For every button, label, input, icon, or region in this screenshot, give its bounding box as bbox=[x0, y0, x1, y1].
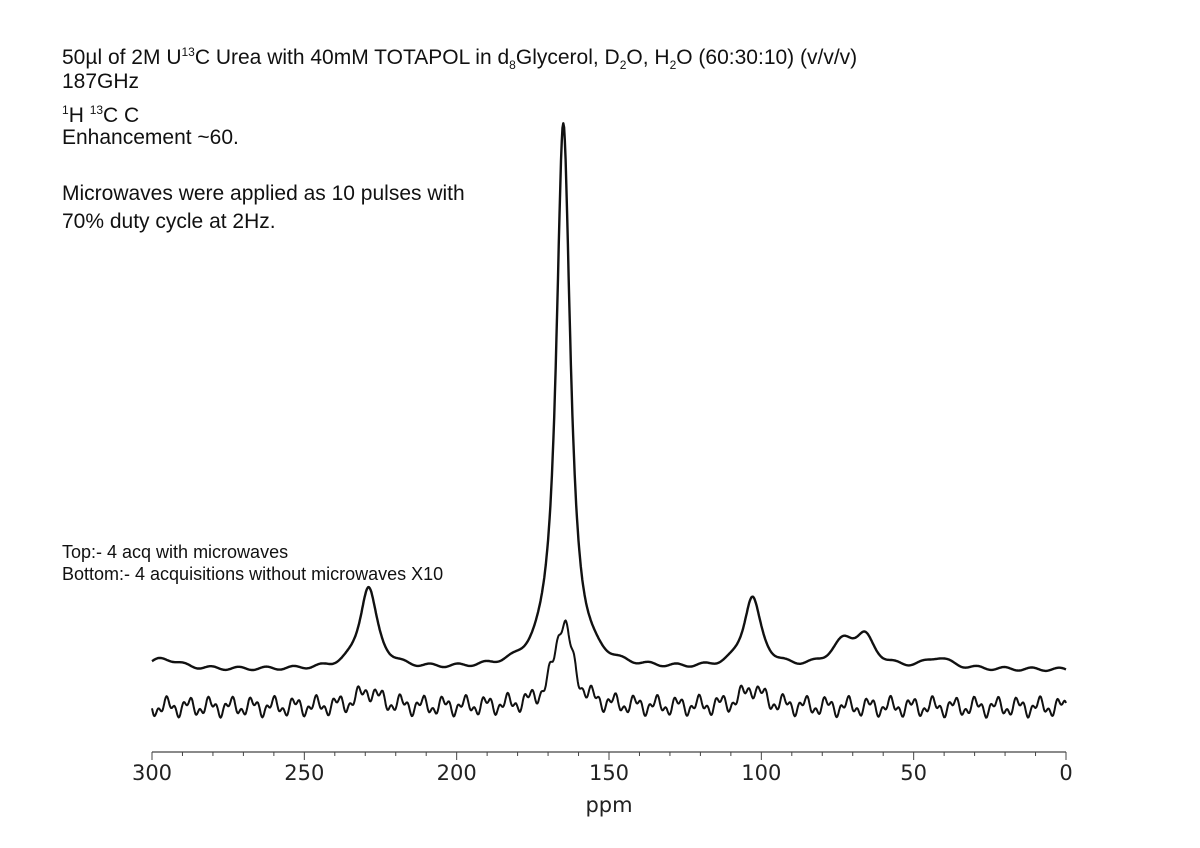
x-tick-label: 250 bbox=[284, 761, 324, 785]
title-subscript: 8 bbox=[509, 58, 516, 72]
title-superscript: 13 bbox=[181, 45, 195, 59]
title-part: 50µl of 2M U bbox=[62, 46, 182, 69]
nuclei-part: C C bbox=[103, 104, 140, 127]
x-tick-label: 300 bbox=[132, 761, 172, 785]
x-tick-label: 150 bbox=[589, 761, 629, 785]
legend-top: Top:- 4 acq with microwaves bbox=[62, 542, 289, 562]
x-tick-label: 50 bbox=[900, 761, 927, 785]
title-part: O (60:30:10) (v/v/v) bbox=[676, 46, 858, 69]
series-line-top bbox=[151, 122, 1067, 673]
nuclei-superscript: 13 bbox=[89, 103, 104, 117]
figure-title: 50µl of 2M U13C Urea with 40mM TOTAPOL i… bbox=[62, 40, 857, 77]
nuclei-part: H bbox=[68, 104, 90, 127]
microwave-note-line-1: Microwaves were applied as 10 pulses wit… bbox=[62, 182, 465, 205]
x-tick-label: 100 bbox=[741, 761, 781, 785]
nuclei-superscript: 1 bbox=[62, 103, 69, 117]
title-part: Glycerol, D bbox=[515, 46, 620, 69]
title-subscript: 2 bbox=[669, 58, 677, 72]
series-group bbox=[151, 122, 1067, 719]
x-tick-label: 0 bbox=[1059, 761, 1072, 785]
frequency-label: 187GHz bbox=[62, 70, 140, 93]
x-axis-label: ppm bbox=[585, 793, 632, 817]
x-tick-label: 200 bbox=[437, 761, 477, 785]
enhancement-label: Enhancement ~60. bbox=[62, 126, 239, 149]
title-part: O, H bbox=[626, 46, 670, 69]
microwave-note-line-2: 70% duty cycle at 2Hz. bbox=[62, 210, 276, 233]
series-line-bottom bbox=[151, 619, 1067, 719]
legend-bottom: Bottom:- 4 acquisitions without microwav… bbox=[62, 564, 444, 584]
nuclei-label: 1H 13C C bbox=[62, 98, 139, 128]
title-part: C Urea with 40mM TOTAPOL in d bbox=[194, 46, 510, 69]
title-subscript: 2 bbox=[619, 58, 627, 72]
x-axis: 300 250 200 150 100 50 0 ppm bbox=[132, 751, 1073, 817]
